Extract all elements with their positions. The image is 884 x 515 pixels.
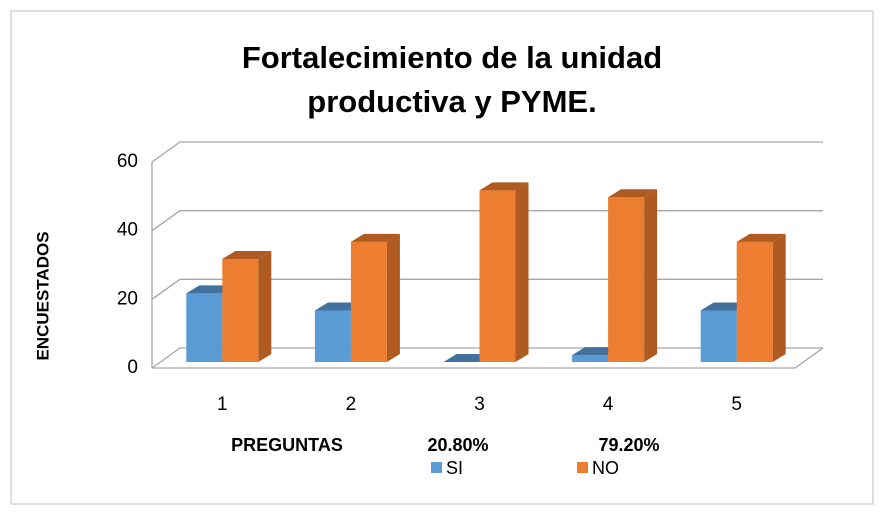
bar-side bbox=[258, 251, 272, 362]
y-tick-label: 0 bbox=[127, 357, 138, 378]
chart-border bbox=[10, 10, 874, 505]
floor-edge bbox=[152, 347, 824, 369]
bar-front bbox=[736, 241, 773, 362]
bar-top bbox=[350, 233, 400, 242]
y-tick-label: 40 bbox=[117, 220, 138, 241]
chart-title: productiva y PYME. bbox=[307, 84, 596, 119]
bar-side bbox=[515, 182, 529, 362]
y-tick-label: 20 bbox=[117, 288, 138, 309]
bar-front bbox=[314, 310, 351, 362]
legend-label: SI bbox=[446, 458, 463, 478]
bar-front bbox=[608, 197, 645, 362]
annotation: 20.80% bbox=[427, 435, 488, 455]
bar-side bbox=[644, 189, 658, 362]
bar-top bbox=[479, 182, 529, 191]
x-tick-label: 1 bbox=[217, 394, 228, 415]
bar-front bbox=[700, 310, 737, 362]
bar-top bbox=[608, 189, 658, 198]
bar-front bbox=[572, 355, 609, 362]
legend-label: NO bbox=[592, 458, 619, 478]
legend-swatch bbox=[577, 462, 588, 473]
annotation: 79.20% bbox=[598, 435, 659, 455]
y-axis-label: ENCUESTADOS bbox=[33, 231, 52, 360]
bar-side bbox=[772, 233, 786, 362]
grid-line bbox=[151, 141, 823, 163]
bar bbox=[479, 182, 529, 362]
x-tick-label: 5 bbox=[731, 394, 742, 415]
bar-front bbox=[479, 190, 516, 362]
x-tick-label: 2 bbox=[346, 394, 357, 415]
bar-side bbox=[386, 233, 400, 362]
bar bbox=[736, 233, 786, 362]
bar-front bbox=[350, 241, 387, 362]
bar-front bbox=[186, 293, 223, 362]
bar-front bbox=[222, 259, 259, 362]
legend-swatch bbox=[431, 462, 442, 473]
bar-top bbox=[222, 251, 272, 259]
x-tick-label: 3 bbox=[474, 394, 485, 415]
chart-title: Fortalecimiento de la unidad bbox=[242, 40, 662, 75]
bar bbox=[222, 251, 272, 362]
y-tick-label: 60 bbox=[117, 151, 138, 172]
x-tick-label: 4 bbox=[603, 394, 614, 415]
bar-top bbox=[736, 233, 786, 242]
x-axis-label: PREGUNTAS bbox=[231, 435, 343, 455]
bar bbox=[608, 189, 658, 362]
bar bbox=[350, 233, 400, 362]
